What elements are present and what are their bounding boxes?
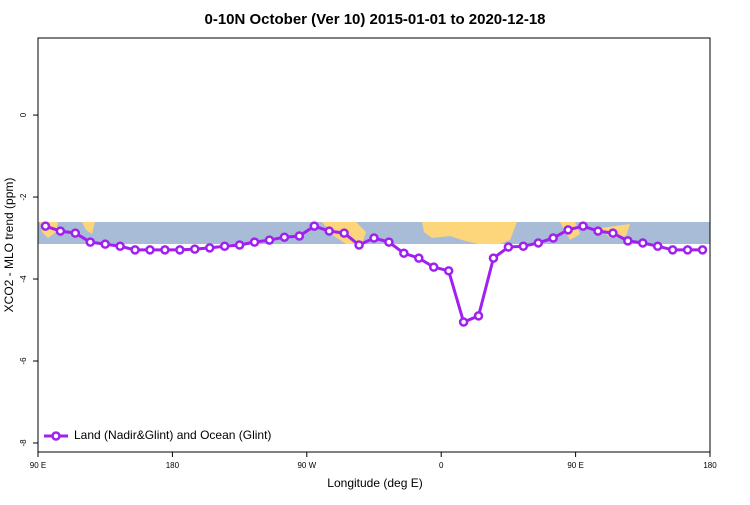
point bbox=[249, 237, 260, 247]
point bbox=[190, 244, 200, 254]
point bbox=[175, 245, 185, 255]
point bbox=[399, 248, 409, 258]
x-tick-label: 180 bbox=[166, 461, 180, 470]
point bbox=[652, 241, 663, 251]
point bbox=[488, 253, 499, 263]
y-axis-label: XCO2 - MLO trend (ppm) bbox=[2, 178, 16, 313]
x-tick-label: 90 W bbox=[297, 461, 316, 470]
point bbox=[682, 245, 693, 255]
point bbox=[70, 228, 81, 238]
point bbox=[339, 228, 349, 238]
point bbox=[667, 245, 678, 255]
point bbox=[204, 243, 215, 253]
point bbox=[473, 311, 484, 321]
point bbox=[219, 241, 230, 251]
point bbox=[264, 235, 275, 245]
point bbox=[638, 238, 648, 248]
point bbox=[40, 221, 51, 231]
y-tick-label: -8 bbox=[19, 439, 28, 447]
point bbox=[518, 241, 529, 251]
point bbox=[608, 228, 618, 238]
point bbox=[593, 226, 603, 236]
point bbox=[443, 266, 454, 276]
point bbox=[100, 239, 110, 249]
point bbox=[85, 237, 96, 247]
point bbox=[369, 233, 379, 243]
x-tick-label: 180 bbox=[703, 461, 717, 470]
x-tick-label: 0 bbox=[439, 461, 444, 470]
x-tick-label: 90 E bbox=[567, 461, 583, 470]
point bbox=[294, 231, 305, 241]
point bbox=[578, 221, 588, 231]
point bbox=[160, 245, 170, 255]
point bbox=[55, 226, 66, 236]
land bbox=[422, 222, 517, 244]
land bbox=[82, 222, 95, 234]
y-tick-label: -2 bbox=[19, 193, 28, 201]
y-tick-label: -6 bbox=[19, 357, 28, 365]
point bbox=[623, 236, 633, 246]
point bbox=[548, 233, 558, 243]
point bbox=[428, 262, 439, 272]
x-axis-label: Longitude (deg E) bbox=[327, 476, 422, 490]
y-tick-label: 0 bbox=[19, 112, 28, 117]
point bbox=[130, 245, 140, 255]
point bbox=[563, 225, 573, 235]
point bbox=[458, 317, 469, 327]
point bbox=[279, 232, 290, 242]
point bbox=[414, 253, 424, 263]
point bbox=[145, 245, 155, 255]
point bbox=[697, 245, 708, 255]
x-tick-label: 90 E bbox=[30, 461, 46, 470]
legend-label: Land (Nadir&Glint) and Ocean (Glint) bbox=[74, 428, 271, 442]
point bbox=[234, 240, 245, 250]
point bbox=[384, 237, 394, 247]
legend-marker bbox=[51, 431, 61, 441]
y-tick-label: -4 bbox=[19, 275, 28, 283]
plot-frame bbox=[37, 37, 711, 453]
point bbox=[324, 226, 334, 236]
point bbox=[503, 242, 514, 252]
chart-title: 0-10N October (Ver 10) 2015-01-01 to 202… bbox=[204, 11, 545, 28]
point bbox=[533, 238, 544, 248]
point bbox=[115, 241, 125, 251]
point bbox=[309, 221, 320, 231]
point bbox=[354, 240, 364, 250]
ocean-band bbox=[38, 222, 710, 244]
